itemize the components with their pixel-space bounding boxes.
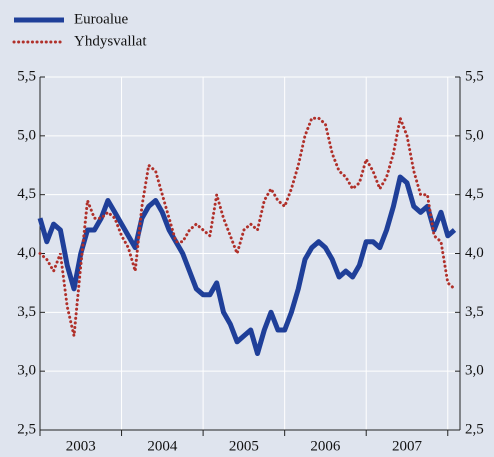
y-tick-label: 2,5: [17, 421, 36, 437]
y2-tick-label: 2,5: [465, 421, 484, 437]
y2-tick-label: 3,0: [465, 363, 484, 379]
y2-tick-label: 4,5: [465, 186, 484, 202]
x-tick-label: 2003: [66, 438, 96, 454]
y-tick-label: 3,5: [17, 304, 36, 320]
y2-tick-label: 5,0: [465, 127, 484, 143]
x-tick-label: 2005: [229, 438, 259, 454]
x-tick-label: 2004: [147, 438, 178, 454]
x-tick-label: 2007: [392, 438, 423, 454]
legend-label: Yhdysvallat: [74, 33, 147, 49]
y-tick-label: 3,0: [17, 363, 36, 379]
y-tick-label: 5,0: [17, 127, 36, 143]
legend-label: Euroalue: [74, 11, 128, 27]
series-line: [38, 112, 456, 337]
y-tick-label: 5,5: [17, 68, 36, 84]
y-tick-label: 4,5: [17, 186, 36, 202]
y2-tick-label: 3,5: [465, 304, 484, 320]
series-line: [37, 174, 457, 356]
x-tick-label: 2006: [310, 438, 341, 454]
y2-tick-label: 4,0: [465, 245, 484, 261]
y-tick-label: 4,0: [17, 245, 36, 261]
y2-tick-label: 5,5: [465, 68, 484, 84]
